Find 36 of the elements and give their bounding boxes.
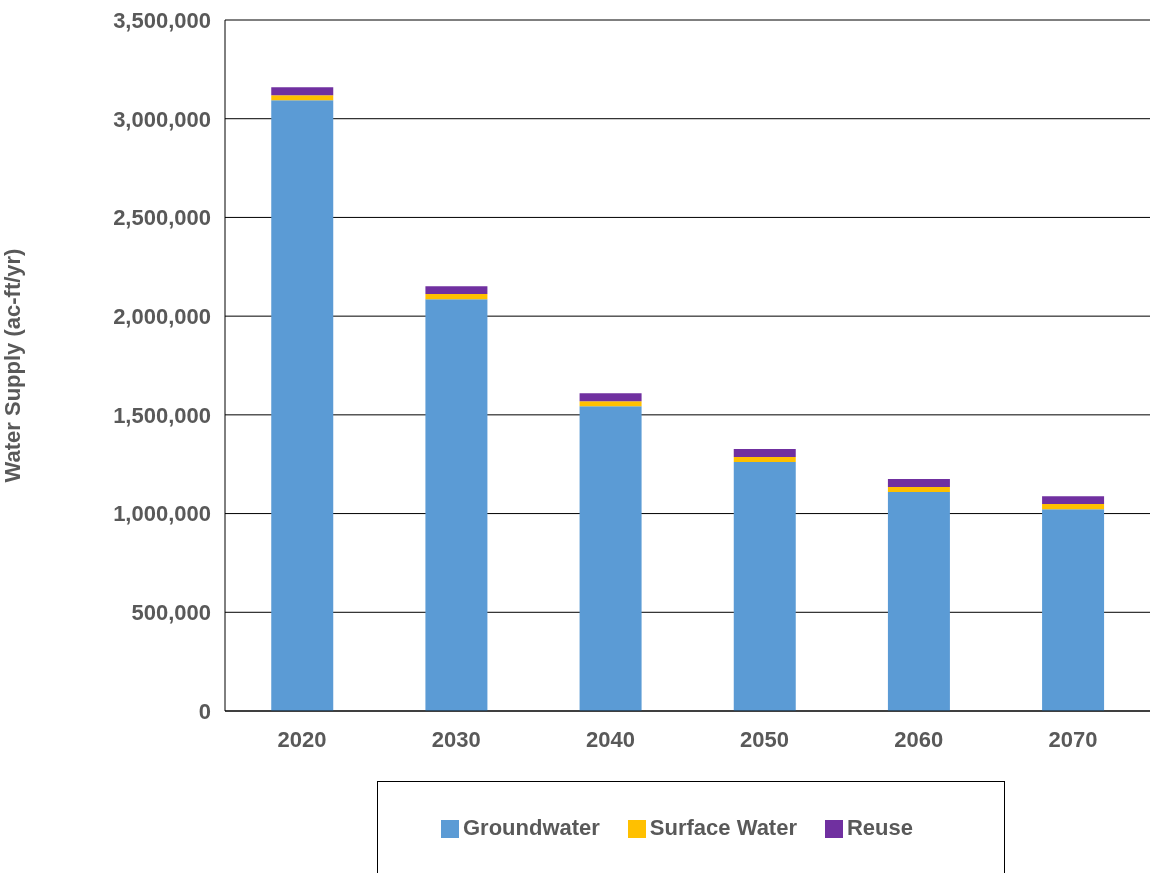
bar <box>425 299 488 711</box>
y-tick-label: 2,500,000 <box>113 205 211 231</box>
bar <box>887 492 950 711</box>
legend-label: Reuse <box>846 814 914 840</box>
x-tick-label: 2050 <box>740 726 790 752</box>
bar <box>1042 504 1105 510</box>
bar <box>579 406 642 711</box>
legend-label: Groundwater <box>462 814 600 840</box>
bar <box>425 294 488 300</box>
bar <box>887 479 950 487</box>
y-tick-label: 1,500,000 <box>113 402 211 428</box>
bar <box>271 100 334 711</box>
x-tick-label: 2070 <box>1048 726 1098 752</box>
x-tick-label: 2020 <box>277 726 327 752</box>
bar <box>1042 496 1105 505</box>
bar <box>579 401 642 407</box>
bar <box>271 95 334 101</box>
x-tick-label: 2060 <box>894 726 944 752</box>
bar <box>425 286 488 295</box>
bar <box>733 462 796 711</box>
y-tick-label: 0 <box>198 698 211 724</box>
x-tick-label: 2030 <box>431 726 481 752</box>
bar <box>271 87 334 96</box>
bar <box>733 456 796 463</box>
y-axis-title: Water Supply (ac-ft/yr) <box>0 248 25 483</box>
bar <box>887 486 950 493</box>
y-tick-label: 1,000,000 <box>113 501 211 527</box>
legend-label: Surface Water <box>649 814 797 840</box>
y-tick-label: 3,500,000 <box>113 7 211 33</box>
bar <box>579 393 642 402</box>
bar <box>1042 509 1105 711</box>
x-tick-label: 2040 <box>585 726 635 752</box>
bar <box>733 449 796 457</box>
y-tick-label: 3,000,000 <box>113 106 211 132</box>
y-tick-label: 500,000 <box>131 600 211 626</box>
y-tick-label: 2,000,000 <box>113 303 211 329</box>
